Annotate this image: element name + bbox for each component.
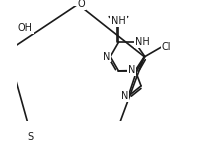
Text: NH: NH	[110, 16, 125, 26]
Text: OH: OH	[18, 23, 33, 33]
Text: N: N	[120, 91, 128, 101]
Text: Cl: Cl	[161, 42, 170, 52]
Text: N: N	[102, 52, 110, 62]
Text: N: N	[127, 65, 135, 75]
Text: O: O	[78, 0, 85, 9]
Text: NH: NH	[134, 37, 149, 47]
Text: S: S	[27, 132, 33, 141]
